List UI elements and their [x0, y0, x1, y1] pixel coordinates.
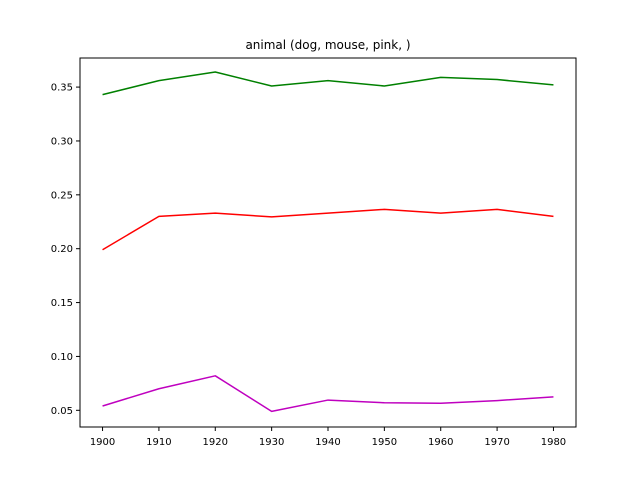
x-tick-label: 1920: [203, 437, 228, 448]
series-line-3: [102, 375, 554, 413]
chart-title: animal (dog, mouse, pink, ): [245, 38, 410, 52]
x-axis: 1900 1910 1920 1930 1940 1950 1960 1970 1980: [90, 427, 566, 448]
y-tick-label: 0.15: [51, 298, 73, 309]
x-tick-label: 1940: [315, 437, 340, 448]
x-tick-label: 1960: [428, 437, 453, 448]
x-tick-label: 1930: [259, 437, 284, 448]
y-axis: 0.05 0.10 0.15 0.20 0.25 0.30 0.35: [51, 83, 80, 417]
y-tick-label: 0.20: [51, 244, 73, 255]
plot-area: [102, 71, 554, 413]
x-tick-label: 1970: [484, 437, 509, 448]
x-tick-label: 1980: [541, 437, 566, 448]
x-tick-label: 1950: [372, 437, 397, 448]
y-tick-label: 0.35: [51, 83, 73, 94]
x-tick-label: 1900: [90, 437, 115, 448]
y-tick-label: 0.05: [51, 406, 73, 417]
y-tick-label: 0.30: [51, 136, 73, 147]
y-tick-label: 0.25: [51, 190, 73, 201]
series-line-2: [102, 208, 554, 251]
x-tick-label: 1910: [146, 437, 171, 448]
plot-frame: [79, 57, 577, 428]
y-tick-label: 0.10: [51, 352, 73, 363]
series-line-1: [102, 71, 554, 96]
